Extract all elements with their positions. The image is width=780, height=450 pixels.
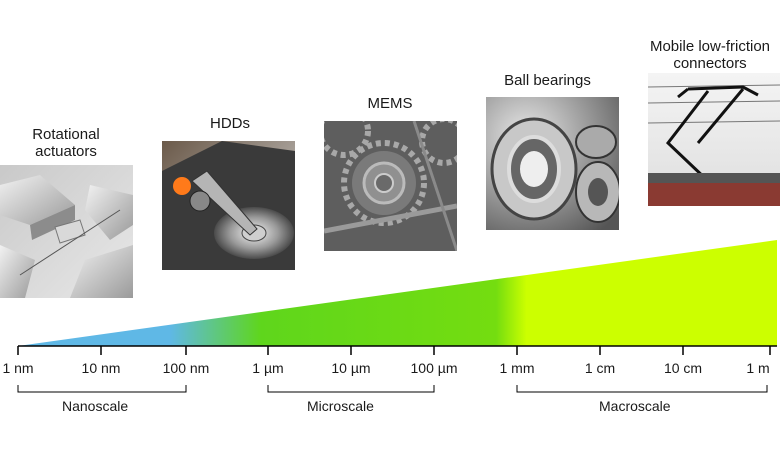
scale-label-microscale: Microscale — [303, 398, 378, 414]
tick-label: 100 µm — [410, 360, 458, 376]
size-wedge — [18, 240, 777, 346]
image-mems — [324, 121, 457, 251]
image-pantograph — [648, 73, 780, 206]
image-rotational-actuators — [0, 165, 133, 298]
image-ball-bearings — [486, 97, 619, 230]
tick-label: 100 nm — [162, 360, 210, 376]
bracket-microscale — [267, 385, 435, 393]
label-hdds: HDDs — [210, 115, 250, 132]
tick-label: 10 µm — [331, 360, 371, 376]
tick-label: 1 mm — [499, 360, 535, 376]
scale-label-macroscale: Macroscale — [595, 398, 675, 414]
label-rotational-actuators: Rotational actuators — [32, 126, 100, 160]
tick-label: 1 m — [746, 360, 770, 376]
bracket-nanoscale — [17, 385, 187, 393]
scale-label-nanoscale: Nanoscale — [58, 398, 133, 414]
label-mobile-connectors: Mobile low-friction connectors — [649, 38, 771, 72]
label-mems: MEMS — [367, 95, 413, 112]
tick-label: 1 nm — [2, 360, 34, 376]
tick-label: 1 µm — [252, 360, 284, 376]
tick-label: 10 cm — [663, 360, 703, 376]
tick-label: 1 cm — [584, 360, 616, 376]
bracket-macroscale — [516, 385, 768, 393]
tick-label: 10 nm — [81, 360, 121, 376]
image-hdd — [162, 141, 295, 270]
label-ball-bearings: Ball bearings — [504, 72, 591, 89]
